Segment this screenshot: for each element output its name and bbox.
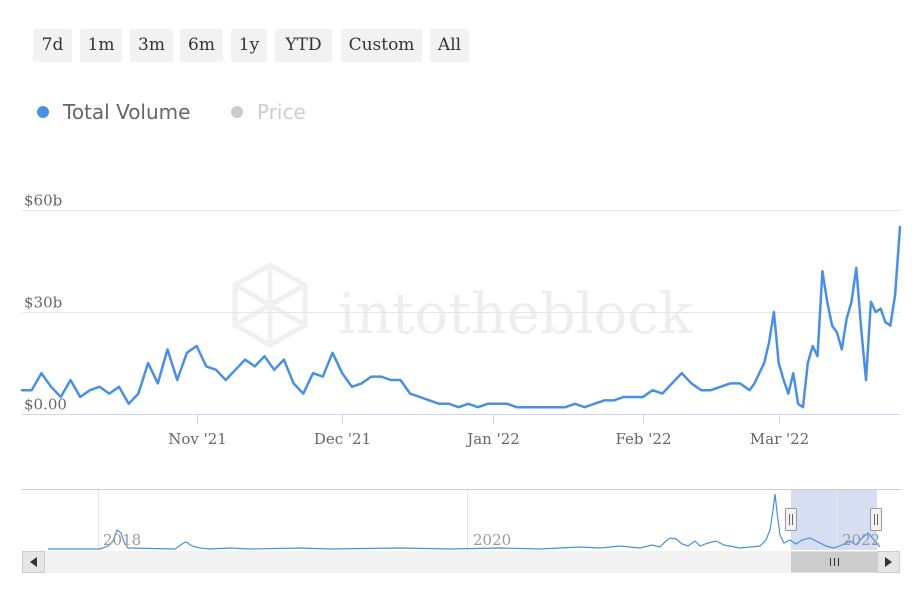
x-tick-label: Nov '21 (168, 430, 227, 448)
x-tick-label: Feb '22 (615, 430, 671, 448)
watermark-text: intotheblock (338, 282, 694, 347)
range-button-1m[interactable]: 1m (80, 29, 122, 62)
legend-label: Total Volume (63, 100, 191, 124)
scrollbar[interactable] (22, 551, 900, 573)
x-tick-label: Jan '22 (465, 430, 520, 448)
navigator-handle-right[interactable] (870, 508, 882, 531)
legend-label: Price (257, 100, 306, 124)
range-button-1y[interactable]: 1y (231, 29, 267, 62)
navigator-selected-range[interactable] (791, 490, 877, 550)
x-axis: Nov '21 Dec '21 Jan '22 Feb '22 Mar '22 (22, 414, 900, 448)
range-button-ytd[interactable]: YTD (275, 29, 332, 62)
series-line (20, 225, 902, 409)
range-button-all[interactable]: All (430, 29, 469, 62)
navigator-label-2022: 2022 (842, 531, 880, 549)
scrollbar-grip-icon (830, 558, 839, 566)
y-tick-label: $60b (24, 192, 62, 210)
y-axis-labels: $0.00 $30b $60b (24, 192, 67, 414)
legend-item-total-volume[interactable]: Total Volume (37, 100, 190, 124)
watermark: intotheblock (232, 262, 694, 348)
arrow-left-icon (30, 557, 37, 567)
legend-dot-icon (231, 105, 243, 118)
range-button-6m[interactable]: 6m (180, 29, 223, 62)
navigator-label-2018: 2018 (103, 531, 141, 549)
range-button-custom[interactable]: Custom (341, 29, 422, 62)
arrow-right-icon (885, 557, 892, 567)
watermark-logo-icon (232, 262, 308, 348)
navigator-label-2020: 2020 (473, 531, 511, 549)
navigator-handle-left[interactable] (785, 508, 797, 531)
range-button-3m[interactable]: 3m (130, 29, 173, 62)
scrollbar-track[interactable] (22, 551, 900, 573)
y-tick-label: $0.00 (24, 396, 67, 414)
range-button-7d[interactable]: 7d (33, 29, 72, 62)
legend-dot-icon (37, 105, 49, 118)
series-total-volume (20, 225, 902, 409)
x-tick-label: Mar '22 (750, 430, 809, 448)
navigator[interactable]: 2018 2020 2022 (22, 489, 900, 551)
grid (22, 210, 900, 313)
navigator-series-line (48, 493, 881, 550)
x-tick-label: Dec '21 (314, 430, 371, 448)
legend-item-price[interactable]: Price (231, 100, 306, 124)
y-tick-label: $30b (24, 294, 62, 312)
